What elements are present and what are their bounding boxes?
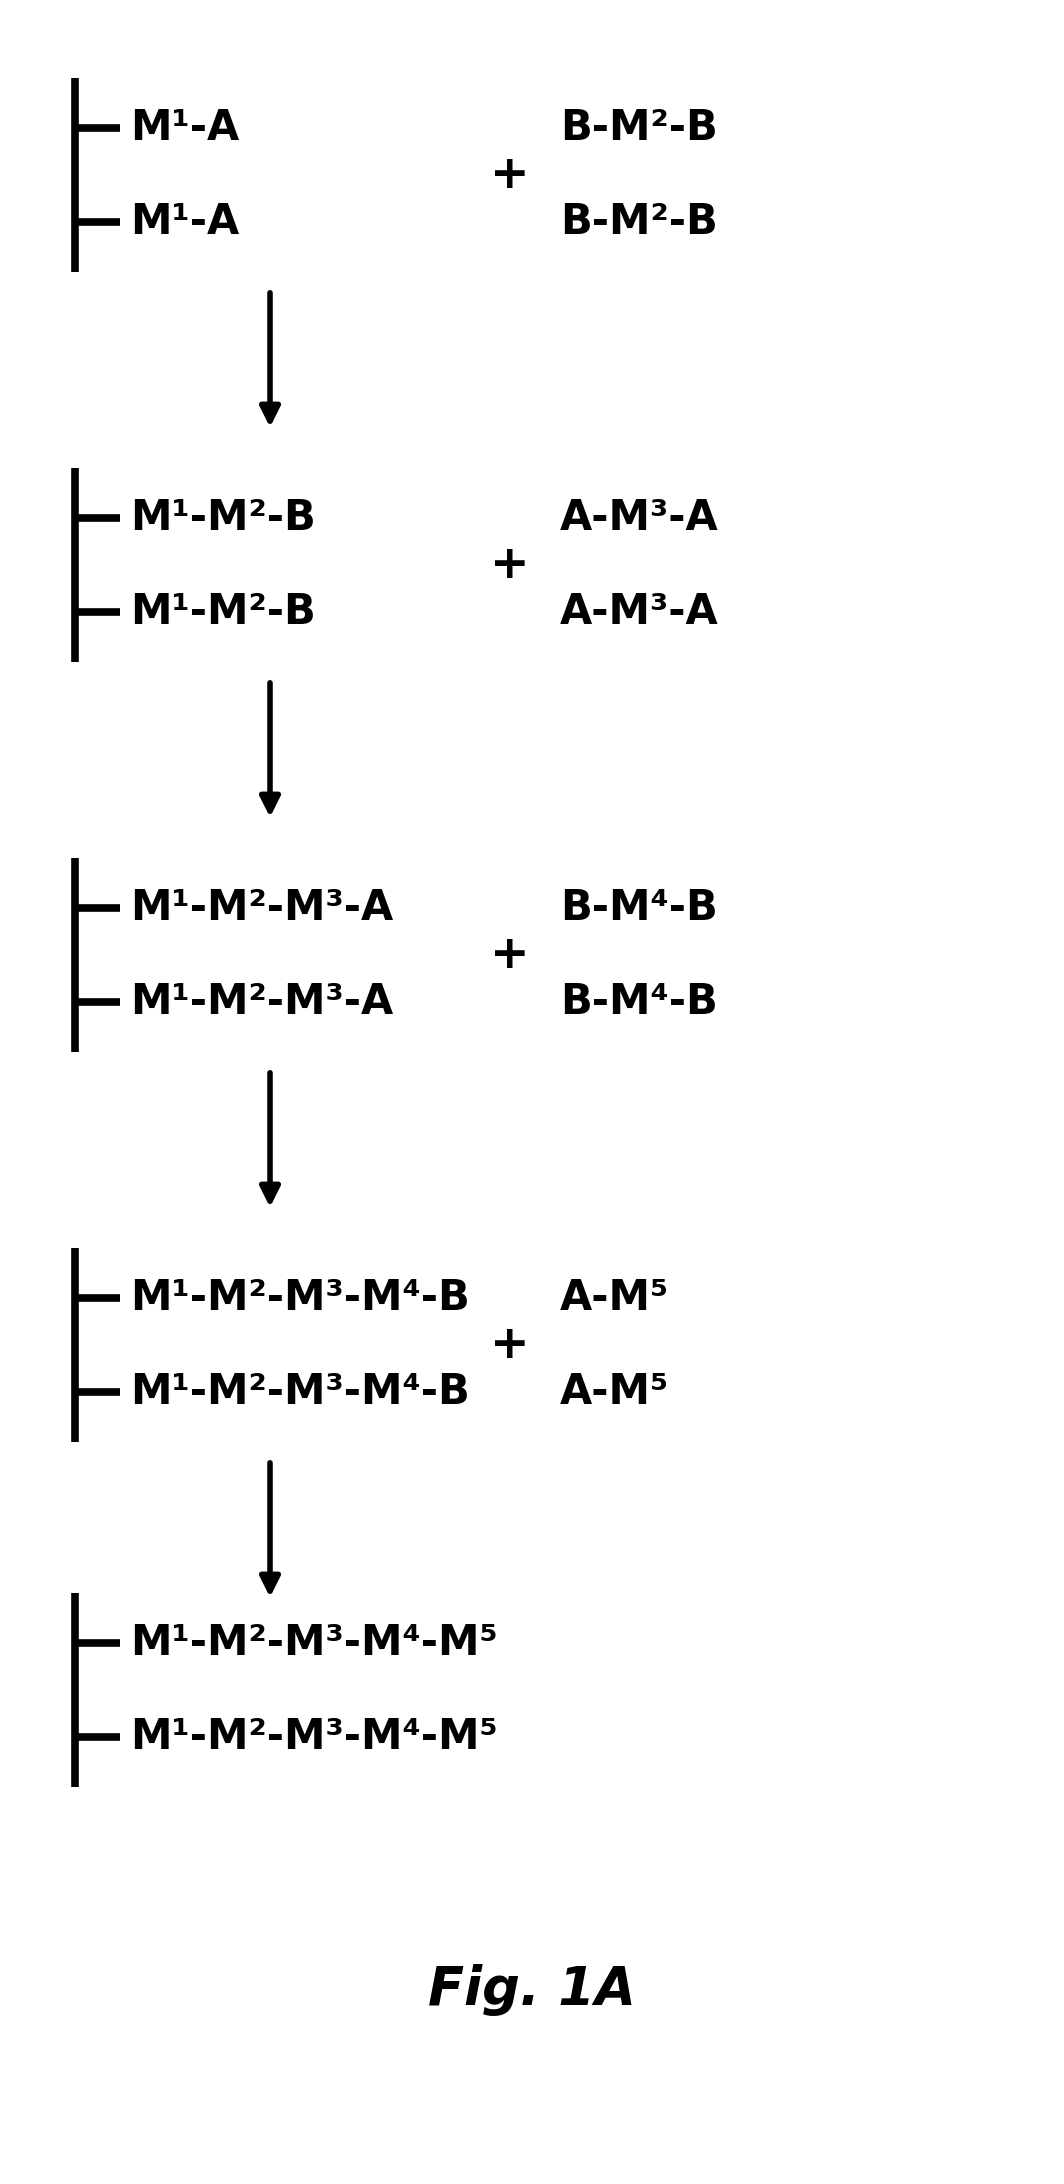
Text: B-M²-B: B-M²-B — [560, 201, 718, 242]
Text: +: + — [491, 933, 530, 978]
Text: B-M⁴-B: B-M⁴-B — [560, 887, 718, 928]
Text: A-M⁵: A-M⁵ — [560, 1278, 669, 1319]
Text: A-M⁵: A-M⁵ — [560, 1372, 669, 1413]
Text: M¹-M²-M³-A: M¹-M²-M³-A — [130, 887, 394, 928]
Text: +: + — [491, 1324, 530, 1367]
Text: M¹-M²-M³-M⁴-M⁵: M¹-M²-M³-M⁴-M⁵ — [130, 1623, 498, 1664]
Text: M¹-M²-B: M¹-M²-B — [130, 498, 316, 539]
Text: B-M²-B: B-M²-B — [560, 107, 718, 149]
Text: M¹-M²-M³-A: M¹-M²-M³-A — [130, 981, 394, 1022]
Text: B-M⁴-B: B-M⁴-B — [560, 981, 718, 1022]
Text: A-M³-A: A-M³-A — [560, 498, 719, 539]
Text: A-M³-A: A-M³-A — [560, 592, 719, 633]
Text: M¹-M²-M³-M⁴-B: M¹-M²-M³-M⁴-B — [130, 1372, 469, 1413]
Text: +: + — [491, 153, 530, 197]
Text: M¹-A: M¹-A — [130, 107, 239, 149]
Text: +: + — [491, 542, 530, 587]
Text: M¹-M²-B: M¹-M²-B — [130, 592, 316, 633]
Text: Fig. 1A: Fig. 1A — [428, 1963, 636, 2016]
Text: M¹-M²-M³-M⁴-M⁵: M¹-M²-M³-M⁴-M⁵ — [130, 1717, 498, 1758]
Text: M¹-M²-M³-M⁴-B: M¹-M²-M³-M⁴-B — [130, 1278, 469, 1319]
Text: M¹-A: M¹-A — [130, 201, 239, 242]
